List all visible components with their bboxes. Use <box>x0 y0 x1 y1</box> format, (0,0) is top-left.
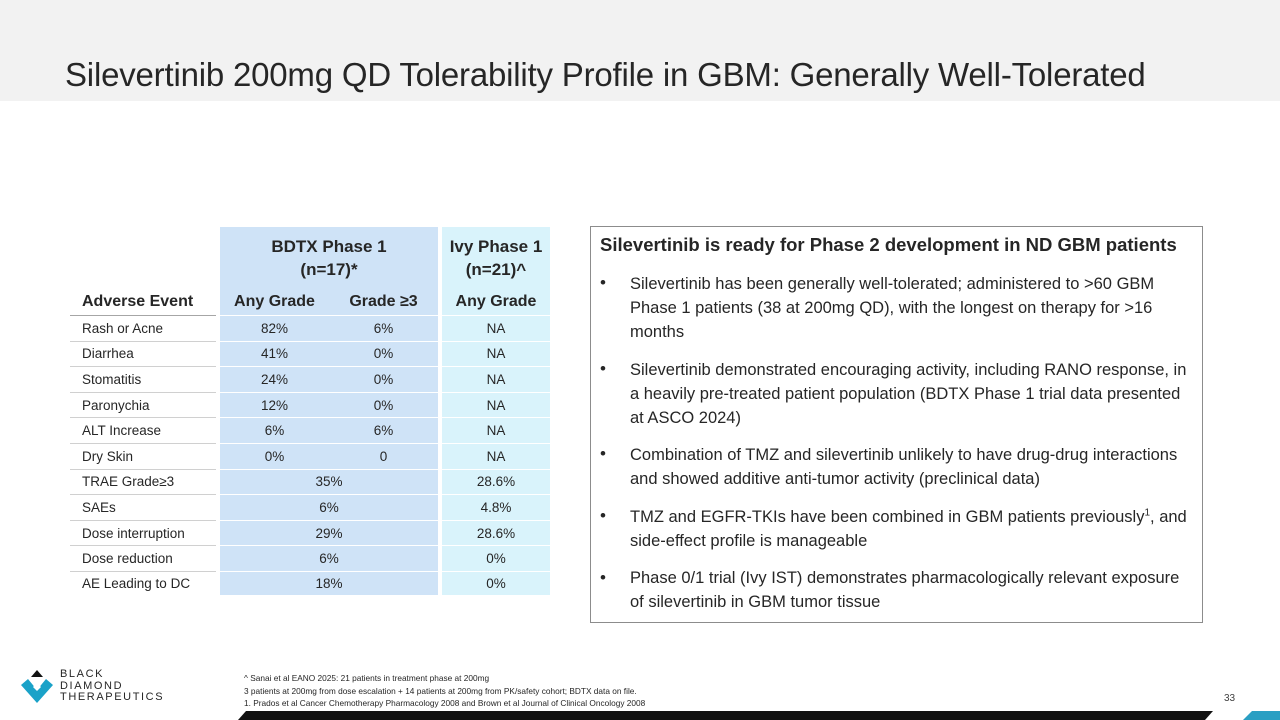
row-label: SAEs <box>70 495 216 521</box>
ivy-group-header: Ivy Phase 1 (n=21)^ <box>442 227 550 288</box>
bullet-item: Silevertinib has been generally well-tol… <box>630 275 1155 341</box>
cell-any-grade: 41% <box>220 341 329 367</box>
bdtx-header-line1: BDTX Phase 1 <box>271 236 387 256</box>
cell-ivy: NA <box>442 341 550 367</box>
cell-ivy: NA <box>442 367 550 392</box>
ivy-header-line1: Ivy Phase 1 <box>449 236 543 256</box>
cell-any-grade: 24% <box>220 367 329 392</box>
cell-ivy: 4.8% <box>442 495 550 520</box>
cell-ivy: NA <box>442 316 550 341</box>
cell-ivy: NA <box>442 392 550 418</box>
logo-line: DIAMOND <box>60 679 124 692</box>
cell-grade3: 6% <box>329 316 438 341</box>
cell-grade3: 0% <box>329 341 438 367</box>
bullet-item: Silevertinib demonstrated encouraging ac… <box>630 361 1187 427</box>
row-label: Paronychia <box>70 393 216 419</box>
logo-line: BLACK <box>60 668 105 680</box>
col-header-adverse-event: Adverse Event <box>82 292 194 310</box>
cell-ivy: NA <box>442 444 550 469</box>
cell-ivy: 28.6% <box>442 469 550 495</box>
footnotes: ^ Sanai et al EANO 2025: 21 patients in … <box>244 672 645 710</box>
row-label: Stomatitis <box>70 367 216 393</box>
bullet-text-part: , and side-effect profile is manageable <box>630 508 1187 550</box>
bullet-icon: • <box>600 359 606 378</box>
company-logo-text: BLACK DIAMOND THERAPEUTICS <box>60 668 165 704</box>
bullet-icon: • <box>600 444 606 463</box>
adverse-event-table: BDTX Phase 1 (n=17)* Ivy Phase 1 (n=21)^… <box>70 227 552 595</box>
row-label: Diarrhea <box>70 342 216 368</box>
bdtx-header-line2: (n=17)* <box>300 259 358 279</box>
cell-bdtx-merged: 6% <box>220 495 438 520</box>
cell-bdtx-merged: 18% <box>220 572 438 595</box>
footnote: 3 patients at 200mg from dose escalation… <box>244 685 637 696</box>
ivy-header-line2: (n=21)^ <box>465 259 527 279</box>
cell-grade3: 0% <box>329 367 438 392</box>
cell-ivy: 28.6% <box>442 520 550 546</box>
row-label: TRAE Grade≥3 <box>70 470 216 496</box>
cell-ivy: 0% <box>442 546 550 571</box>
cell-any-grade: 0% <box>220 444 329 469</box>
cell-grade3: 0% <box>329 392 438 418</box>
cell-any-grade: 12% <box>220 392 329 418</box>
bullet-icon: • <box>600 568 606 587</box>
row-label: Dose reduction <box>70 546 216 572</box>
cell-ivy: NA <box>442 418 550 443</box>
cell-bdtx-merged: 35% <box>220 469 438 495</box>
cell-any-grade: 82% <box>220 316 329 341</box>
cell-grade3: 6% <box>329 418 438 443</box>
row-label: Dose interruption <box>70 521 216 547</box>
col-header-any-grade: Any Grade <box>220 288 329 315</box>
col-header-ivy-any-grade: Any Grade <box>442 288 550 315</box>
footnote: 1. Prados et al Cancer Chemotherapy Phar… <box>244 698 646 708</box>
cell-bdtx-merged: 29% <box>220 520 438 546</box>
footnote-ref: 1 <box>1144 507 1151 519</box>
bullet-text-part: TMZ and EGFR-TKIs have been combined in … <box>630 508 1145 526</box>
page-number: 33 <box>1224 693 1236 704</box>
key-points-callout: Silevertinib is ready for Phase 2 develo… <box>590 226 1203 623</box>
bullet-icon: • <box>600 506 606 525</box>
bullet-item: Combination of TMZ and silevertinib unli… <box>630 446 1178 488</box>
slide-title: Silevertinib 200mg QD Tolerability Profi… <box>65 56 1146 93</box>
logo-line: THERAPEUTICS <box>60 691 165 703</box>
cell-grade3: 0 <box>329 444 438 469</box>
row-label: ALT Increase <box>70 418 216 444</box>
row-label: Rash or Acne <box>70 316 216 342</box>
footnote: ^ Sanai et al EANO 2025: 21 patients in … <box>244 673 490 683</box>
bullet-item: Phase 0/1 trial (Ivy IST) demonstrates p… <box>630 569 1180 611</box>
header-rule <box>70 315 216 316</box>
callout-title: Silevertinib is ready for Phase 2 develo… <box>600 234 1177 255</box>
cell-any-grade: 6% <box>220 418 329 443</box>
row-label: Dry Skin <box>70 444 216 470</box>
title-band <box>0 0 1280 101</box>
black-diamond-logo-icon <box>21 670 53 703</box>
cell-bdtx-merged: 6% <box>220 546 438 571</box>
col-header-grade3: Grade ≥3 <box>329 288 438 315</box>
bullet-item: TMZ and EGFR-TKIs have been combined in … <box>630 505 1196 553</box>
bdtx-group-header: BDTX Phase 1 (n=17)* <box>220 227 438 288</box>
cell-ivy: 0% <box>442 572 550 595</box>
bullet-icon: • <box>600 273 606 292</box>
row-label: AE Leading to DC <box>82 576 191 591</box>
